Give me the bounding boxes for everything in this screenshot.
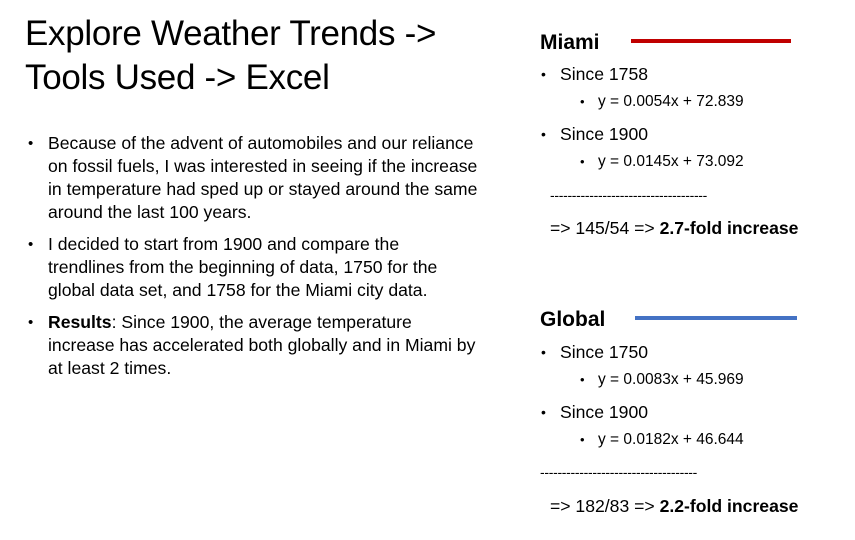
- bullet-text: I decided to start from 1900 and compare…: [48, 234, 438, 300]
- global-period-2: Since 1900: [540, 401, 648, 423]
- result-highlight: 2.7-fold increase: [659, 218, 799, 238]
- result-text: => 182/83 =>: [550, 496, 660, 516]
- bullet-results: Results: Since 1900, the average tempera…: [28, 311, 478, 380]
- global-result: => 182/83 => 2.2-fold increase: [550, 495, 798, 517]
- miami-period-2: Since 1900: [540, 123, 648, 145]
- global-section: Global Since 1750 y = 0.0083x + 45.969 S…: [540, 307, 840, 527]
- slide-title: Explore Weather Trends -> Tools Used -> …: [25, 12, 505, 100]
- miami-header: Miami: [540, 30, 840, 56]
- result-highlight: 2.2-fold increase: [659, 496, 799, 516]
- global-title: Global: [540, 308, 606, 331]
- global-period-1: Since 1750: [540, 341, 648, 363]
- miami-result: => 145/54 => 2.7-fold increase: [550, 217, 798, 239]
- bullet-text: Because of the advent of automobiles and…: [48, 133, 478, 222]
- global-divider: ------------------------------------: [540, 464, 698, 480]
- result-text: => 145/54 =>: [550, 218, 660, 238]
- equation-text: y = 0.0182x + 46.644: [598, 431, 744, 448]
- global-equation-1: y = 0.0083x + 45.969: [540, 370, 744, 390]
- miami-title: Miami: [540, 31, 600, 54]
- results-label: Results: [48, 312, 112, 332]
- body-bullet-list: Because of the advent of automobiles and…: [28, 132, 478, 389]
- miami-equation-1: y = 0.0054x + 72.839: [540, 92, 744, 112]
- bullet-text: : Since 1900, the average temperature in…: [48, 312, 476, 378]
- global-legend-line: [635, 316, 797, 320]
- bullet-motivation: Because of the advent of automobiles and…: [28, 132, 478, 224]
- global-equation-2: y = 0.0182x + 46.644: [540, 430, 744, 450]
- equation-text: y = 0.0054x + 72.839: [598, 93, 744, 110]
- equation-text: y = 0.0083x + 45.969: [598, 371, 744, 388]
- miami-legend-line: [631, 39, 791, 43]
- title-line-1: Explore Weather Trends ->: [25, 14, 437, 53]
- equation-text: y = 0.0145x + 73.092: [598, 153, 744, 170]
- bullet-method: I decided to start from 1900 and compare…: [28, 233, 478, 302]
- miami-divider: ------------------------------------: [550, 187, 708, 203]
- miami-period-1: Since 1758: [540, 63, 648, 85]
- miami-section: Miami Since 1758 y = 0.0054x + 72.839 Si…: [540, 30, 840, 250]
- miami-equation-2: y = 0.0145x + 73.092: [540, 152, 744, 172]
- global-header: Global: [540, 307, 840, 333]
- title-line-2: Tools Used -> Excel: [25, 58, 330, 97]
